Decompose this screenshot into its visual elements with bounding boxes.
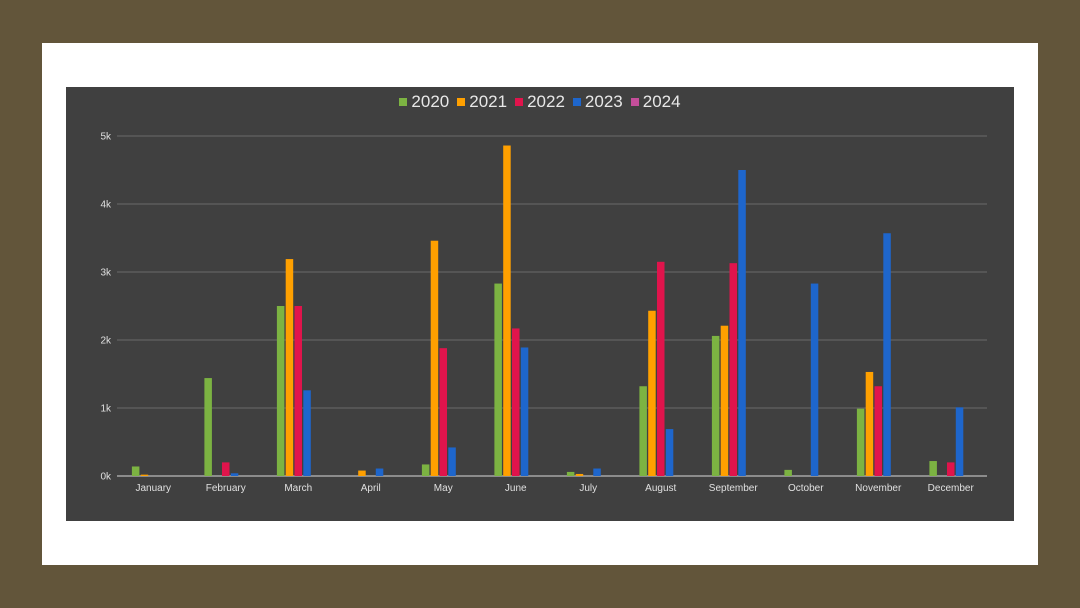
y-tick-label: 1k	[100, 404, 112, 415]
bar-2020-june	[494, 283, 502, 476]
legend-item-2023: 2023	[572, 92, 623, 112]
bar-2021-may	[430, 240, 439, 476]
bar-2023-april	[375, 468, 384, 476]
x-tick-label: September	[709, 483, 759, 494]
bar-2020-may	[421, 464, 430, 476]
y-tick-label: 3k	[100, 268, 112, 279]
x-tick-label: October	[788, 483, 824, 494]
bar-2021-july	[575, 473, 584, 476]
x-tick-label: June	[505, 483, 527, 494]
bar-2022-june	[512, 328, 520, 476]
bar-2020-september	[711, 335, 720, 476]
chart-panel: 0k 1k 2k 3k 4k 5k January February March April May…	[66, 87, 1014, 521]
legend-label: 2022	[527, 92, 565, 111]
bar-2021-june	[503, 145, 511, 476]
bar-2022-september	[729, 263, 737, 476]
bar-2021-march	[285, 259, 294, 476]
y-tick-label: 5k	[100, 132, 112, 143]
bar-2020-august	[639, 386, 647, 476]
bar-2021-september	[720, 325, 729, 476]
slide-frame: 0k 1k 2k 3k 4k 5k January February March April May…	[42, 43, 1038, 565]
bar-2020-january	[131, 466, 140, 476]
x-tick-label: March	[284, 483, 312, 494]
y-tick-label: 0k	[100, 472, 112, 483]
bar-chart: 0k 1k 2k 3k 4k 5k January February March April May…	[100, 132, 987, 494]
bar-2021-april	[358, 470, 366, 476]
bar-2020-november	[856, 408, 865, 476]
bar-2023-december	[955, 407, 964, 476]
legend-item-2022: 2022	[515, 92, 565, 112]
bar-2022-march	[294, 306, 302, 476]
x-tick-label: April	[361, 483, 381, 494]
bar-2021-november	[865, 371, 874, 476]
bar-2020-december	[929, 461, 937, 476]
bar-2023-june	[520, 347, 529, 476]
x-tick-label: August	[645, 483, 676, 494]
legend-swatch	[399, 98, 408, 106]
bar-2020-february	[204, 378, 212, 476]
bar-2023-july	[593, 468, 601, 476]
bar-2023-october	[810, 283, 819, 476]
x-tick-label: November	[855, 483, 902, 494]
x-tick-label: January	[135, 483, 171, 494]
bar-2022-november	[874, 386, 882, 476]
legend-swatch	[572, 98, 581, 106]
legend-item-2024: 2024	[630, 92, 681, 112]
bar-2022-february	[222, 462, 230, 476]
x-tick-label: July	[579, 483, 597, 494]
bar-2022-august	[657, 261, 665, 476]
x-tick-label: December	[928, 483, 975, 494]
bar-2020-october	[784, 469, 792, 476]
y-tick-label: 2k	[100, 336, 112, 347]
bar-2023-february	[230, 473, 239, 476]
legend-swatch	[457, 98, 466, 106]
bar-2023-may	[448, 447, 456, 476]
legend-item-2021: 2021	[457, 92, 507, 112]
bar-2021-january	[140, 474, 149, 476]
y-tick-label: 4k	[100, 200, 112, 211]
bar-2022-december	[947, 462, 955, 476]
bar-2021-august	[648, 310, 656, 476]
legend-label: 2020	[411, 92, 450, 111]
bar-2022-may	[439, 348, 447, 476]
bar-2023-august	[665, 429, 674, 476]
bar-2023-november	[883, 233, 891, 476]
legend-label: 2023	[584, 92, 623, 111]
chart-legend: 2020 2021 2022 2023 2024	[66, 92, 1014, 112]
bar-2023-march	[303, 390, 311, 476]
bar-2023-september	[738, 170, 746, 476]
x-tick-label: May	[434, 483, 453, 494]
legend-swatch	[630, 98, 639, 106]
bar-2020-march	[276, 306, 285, 476]
bar-2020-july	[566, 471, 575, 476]
legend-label: 2021	[469, 92, 508, 111]
legend-swatch	[515, 98, 524, 106]
legend-label: 2024	[642, 92, 681, 111]
legend-item-2020: 2020	[399, 92, 449, 112]
x-tick-label: February	[206, 483, 246, 494]
